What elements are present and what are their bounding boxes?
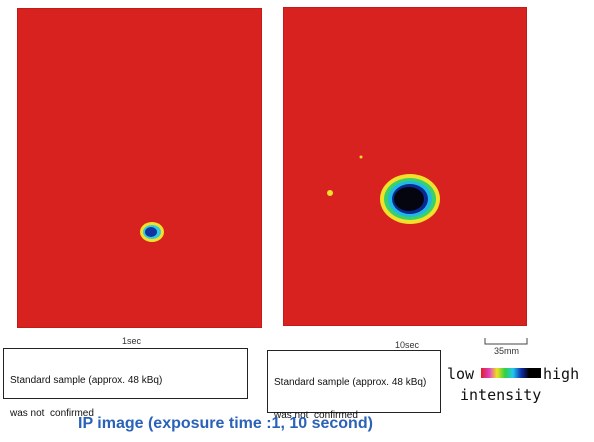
- scale-bar-line: [484, 338, 528, 345]
- caption-box: Standard sample (approx. 48 kBq) was not…: [267, 350, 441, 421]
- caption-line: Standard sample (approx. 48 kBq): [274, 377, 427, 388]
- hotspot-core: [145, 227, 157, 237]
- legend-low: low: [447, 365, 475, 383]
- panel-label: 1sec: [122, 336, 142, 346]
- hotspot: [327, 155, 440, 224]
- caption-line: Standard sample (approx. 48 kBq): [10, 375, 163, 386]
- hotspot: [140, 222, 164, 242]
- small-spot: [327, 190, 333, 196]
- scale-bar: [484, 338, 528, 345]
- scale-label: 35mm: [494, 346, 520, 356]
- caption-line: was not confirmed: [10, 408, 94, 419]
- ip-image-1sec: [17, 8, 262, 328]
- legend-gradient: [481, 368, 541, 378]
- ip-image-10sec: [283, 7, 527, 326]
- hotspot-core: [394, 187, 424, 211]
- legend-high: high: [543, 365, 580, 383]
- caption-line: was not confirmed: [274, 410, 358, 421]
- small-spot: [359, 155, 363, 159]
- legend-quantity: intensity: [460, 386, 542, 404]
- figure-title: IP image (exposure time :1, 10 second): [78, 415, 373, 432]
- panel-label: 10sec: [395, 340, 420, 350]
- caption-box: Standard sample (approx. 48 kBq) was not…: [3, 348, 248, 419]
